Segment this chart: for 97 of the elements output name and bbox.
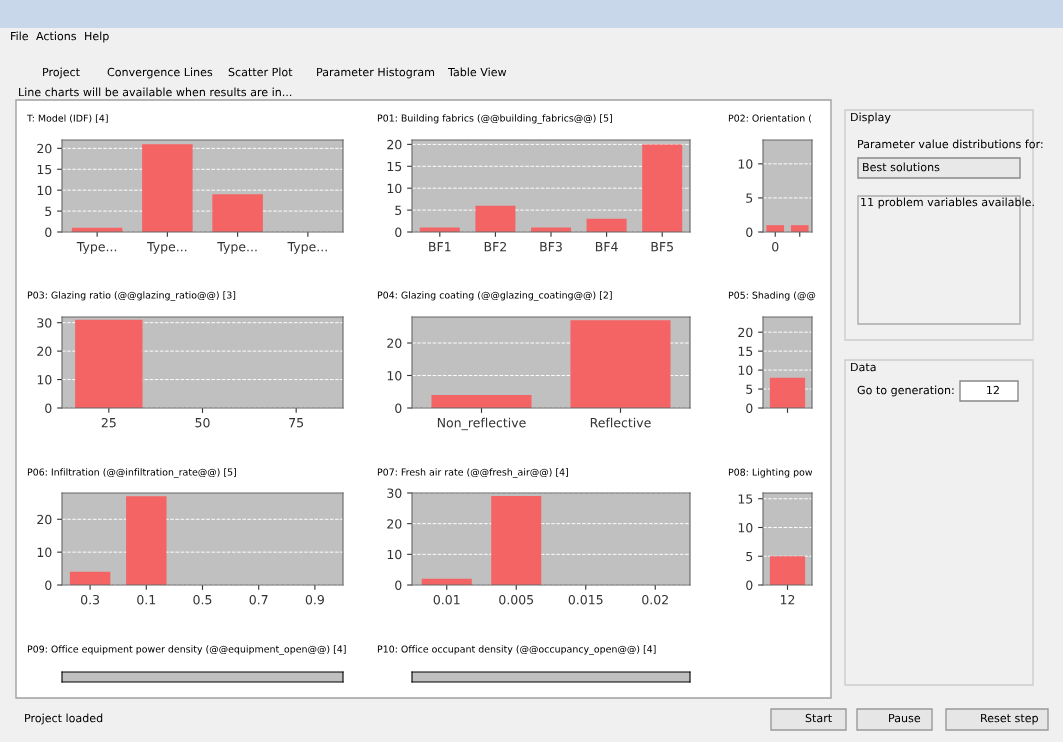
y-tick-label: 15 (37, 164, 52, 175)
y-tick-label: 0 (746, 403, 753, 413)
y-tick-label: 0 (45, 403, 52, 413)
text: Project loaded (25, 713, 103, 725)
x-tick-label: 0.015 (568, 594, 603, 605)
chart-title: P06: Infiltration (@@infiltration_rate@@) [5] (27, 468, 236, 478)
text: Start (805, 713, 832, 723)
y-tick-label: 10 (738, 159, 753, 169)
y-tick-label: 20 (387, 139, 402, 150)
text: Display (851, 112, 891, 124)
x-tick-label: 12 (780, 594, 795, 605)
text: File (11, 31, 28, 41)
x-tick-label: 0.1 (137, 594, 156, 605)
x-tick-label: BF2 (484, 241, 507, 252)
x-tick-label: 0.3 (80, 594, 100, 605)
bar (586, 218, 627, 232)
y-tick-label: 15 (738, 346, 753, 357)
y-tick-label: 10 (387, 549, 402, 560)
y-tick-label: 20 (387, 519, 402, 529)
y-tick-label: 0 (746, 227, 753, 237)
x-tick-label: Type... (217, 242, 257, 254)
bar (212, 194, 263, 232)
y-tick-label: 0 (395, 580, 402, 590)
text: 12 (987, 385, 999, 395)
y-tick-label: 5 (746, 551, 753, 562)
text: Best solutions (863, 162, 940, 172)
chart-title: P08: Lighting pow (728, 468, 813, 478)
text: Project (43, 67, 80, 79)
y-tick-label: 5 (395, 205, 402, 216)
y-tick-label: 0 (746, 580, 753, 590)
text: Table View (447, 67, 507, 77)
text: Scatter Plot (228, 67, 293, 77)
x-tick-label: Type... (287, 242, 327, 254)
y-tick-label: 5 (746, 193, 753, 203)
y-tick-label: 0 (45, 227, 52, 237)
y-tick-label: 5 (45, 206, 52, 217)
text: Go to generation: (857, 385, 954, 397)
text: Parameter value distributions for: (858, 139, 1043, 149)
x-tick-label: 0.7 (249, 594, 268, 605)
text: P09: Office equipment power density (@@equipment_open@@) [4] (27, 645, 346, 655)
y-tick-label: 15 (738, 494, 753, 504)
text: Help (85, 31, 109, 43)
chart-title: P02: Orientation ( (728, 114, 812, 123)
y-tick-label: 20 (37, 143, 52, 154)
text: Convergence Lines (107, 67, 213, 79)
y-tick-label: 0 (45, 580, 52, 590)
x-tick-label: Reflective (590, 417, 651, 428)
text: Line charts will be available when results are in... (19, 87, 292, 97)
x-tick-label: Type... (76, 242, 117, 254)
chart-title: P07: Fresh air rate (@@fresh_air@@) [4] (377, 468, 568, 478)
bar (475, 205, 516, 232)
x-tick-label: 0.01 (433, 594, 460, 605)
y-tick-label: 10 (37, 185, 52, 196)
x-tick-label: 50 (195, 417, 210, 428)
x-tick-label: 0.005 (499, 594, 534, 605)
x-tick-label: 25 (101, 417, 116, 428)
x-tick-label: 0.9 (305, 594, 324, 605)
y-tick-label: 0 (395, 227, 402, 237)
y-tick-label: 30 (387, 488, 402, 498)
y-tick-label: 15 (387, 161, 402, 172)
x-tick-label: BF1 (429, 242, 451, 252)
chart-title: P04: Glazing coating (@@glazing_coating@@) [2] (377, 291, 612, 301)
y-tick-label: 20 (738, 327, 753, 338)
text: P10: Office occupant density (@@occupancy_open@@) [4] (377, 645, 656, 655)
x-tick-label: 0.02 (642, 594, 668, 605)
y-tick-label: 10 (738, 365, 753, 376)
y-tick-label: 10 (738, 522, 753, 533)
y-tick-label: 10 (37, 375, 52, 385)
x-tick-label: 75 (289, 418, 304, 428)
y-tick-label: 20 (387, 338, 402, 348)
y-tick-label: 10 (387, 370, 402, 381)
text: Data (851, 362, 876, 372)
text: Pause (889, 713, 921, 723)
y-tick-label: 0 (395, 403, 402, 413)
x-tick-label: 0 (772, 241, 779, 252)
y-tick-label: 10 (387, 183, 402, 194)
text: Reset step (981, 713, 1038, 725)
y-tick-label: 30 (37, 318, 52, 328)
x-tick-label: 0.5 (193, 594, 212, 605)
x-tick-label: BF3 (540, 241, 562, 252)
bar (642, 144, 683, 232)
bar (142, 144, 193, 232)
chart-title: T: Model (IDF) [4] (26, 114, 108, 123)
x-tick-label: BF5 (651, 242, 673, 252)
x-tick-label: BF4 (595, 242, 618, 252)
text: Actions (36, 31, 77, 41)
x-tick-label: Type... (147, 242, 187, 254)
chart-title: P03: Glazing ratio (@@glazing_ratio@@) [3] (27, 291, 236, 301)
x-tick-label: Non_reflective (437, 417, 526, 431)
chart-title: P05: Shading (@@ (728, 291, 816, 301)
chart-title: P01: Building fabrics (@@building_fabrics@@) [5] (377, 114, 612, 124)
y-tick-label: 20 (37, 514, 52, 525)
text: 11 problem variables available. (861, 197, 1034, 209)
text: Parameter Histogram (317, 67, 435, 79)
y-tick-label: 10 (37, 547, 52, 558)
y-tick-label: 5 (746, 384, 753, 394)
y-tick-label: 20 (37, 346, 52, 357)
